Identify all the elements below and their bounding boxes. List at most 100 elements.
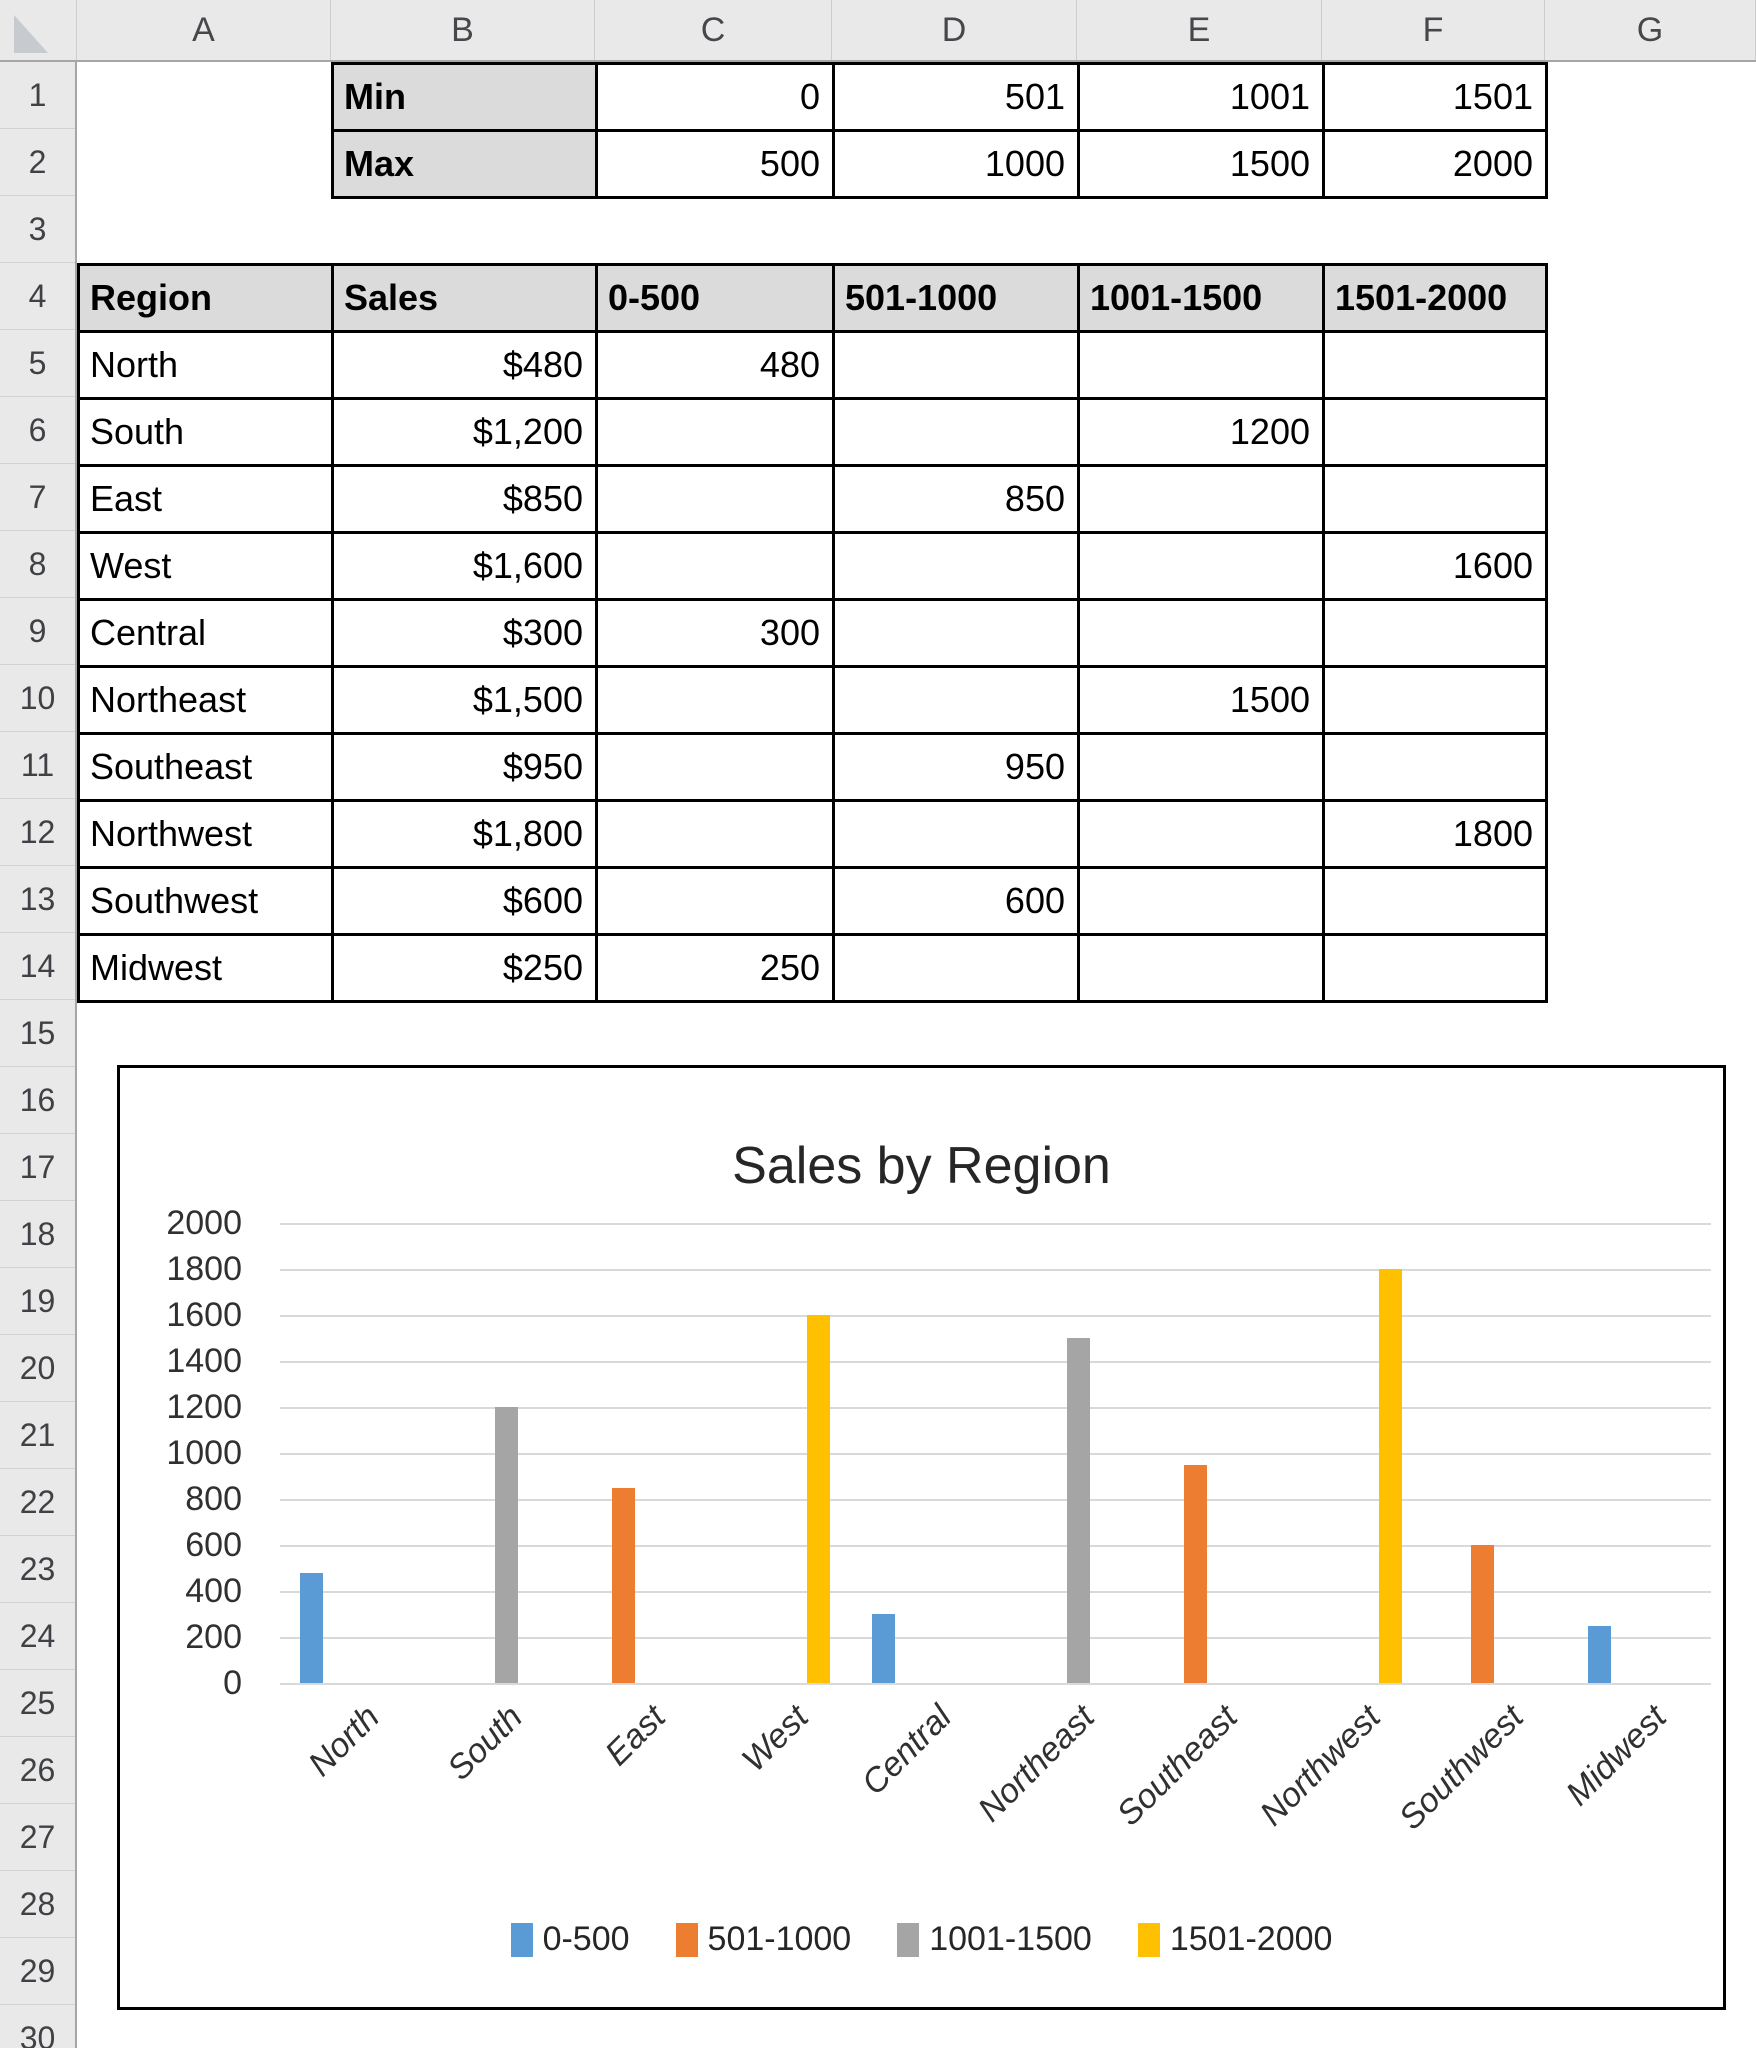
cell-E7[interactable]	[1077, 464, 1325, 534]
cell-D1[interactable]: 501	[832, 62, 1080, 132]
row-header-22[interactable]: 22	[0, 1469, 75, 1536]
cell-A14[interactable]: Midwest	[77, 933, 334, 1003]
row-header-16[interactable]: 16	[0, 1067, 75, 1134]
column-header-a[interactable]: A	[77, 0, 331, 60]
cell-E5[interactable]	[1077, 330, 1325, 400]
cell-D13[interactable]: 600	[832, 866, 1080, 936]
cell-B8[interactable]: $1,600	[331, 531, 598, 601]
row-header-14[interactable]: 14	[0, 933, 75, 1000]
cell-E10[interactable]: 1500	[1077, 665, 1325, 735]
cell-B14[interactable]: $250	[331, 933, 598, 1003]
cell-E1[interactable]: 1001	[1077, 62, 1325, 132]
cell-B13[interactable]: $600	[331, 866, 598, 936]
cell-B6[interactable]: $1,200	[331, 397, 598, 467]
bar-north[interactable]	[300, 1572, 324, 1683]
cell-A5[interactable]: North	[77, 330, 334, 400]
cell-D10[interactable]	[832, 665, 1080, 735]
row-header-25[interactable]: 25	[0, 1670, 75, 1737]
row-header-7[interactable]: 7	[0, 464, 75, 531]
cell-C6[interactable]	[595, 397, 835, 467]
cell-A12[interactable]: Northwest	[77, 799, 334, 869]
cell-F1[interactable]: 1501	[1322, 62, 1548, 132]
cell-C2[interactable]: 500	[595, 129, 835, 199]
cell-A4[interactable]: Region	[77, 263, 334, 333]
bar-central[interactable]	[872, 1614, 896, 1683]
cell-C5[interactable]: 480	[595, 330, 835, 400]
y-axis-label[interactable]: 1200	[166, 1388, 242, 1426]
cell-D14[interactable]	[832, 933, 1080, 1003]
y-axis-label[interactable]: 1600	[166, 1296, 242, 1334]
row-header-28[interactable]: 28	[0, 1871, 75, 1938]
cell-C9[interactable]: 300	[595, 598, 835, 668]
cell-C13[interactable]	[595, 866, 835, 936]
bar-west[interactable]	[806, 1315, 830, 1683]
row-header-18[interactable]: 18	[0, 1201, 75, 1268]
row-header-11[interactable]: 11	[0, 732, 75, 799]
row-header-1[interactable]: 1	[0, 62, 75, 129]
cell-A7[interactable]: East	[77, 464, 334, 534]
row-header-20[interactable]: 20	[0, 1335, 75, 1402]
cell-D6[interactable]	[832, 397, 1080, 467]
cell-D8[interactable]	[832, 531, 1080, 601]
cell-A6[interactable]: South	[77, 397, 334, 467]
cell-F9[interactable]	[1322, 598, 1548, 668]
cell-B4[interactable]: Sales	[331, 263, 598, 333]
y-axis-label[interactable]: 1000	[166, 1434, 242, 1472]
row-header-15[interactable]: 15	[0, 1000, 75, 1067]
cell-F5[interactable]	[1322, 330, 1548, 400]
bar-midwest[interactable]	[1587, 1625, 1611, 1683]
chart-legend[interactable]: 0-500 501-1000 1001-1500 1501-2000	[120, 1920, 1723, 1959]
column-header-e[interactable]: E	[1077, 0, 1322, 60]
cell-B1[interactable]: Min	[331, 62, 598, 132]
bar-southeast[interactable]	[1184, 1464, 1208, 1683]
column-header-g[interactable]: G	[1545, 0, 1756, 60]
row-header-30[interactable]: 30	[0, 2005, 75, 2048]
cell-F4[interactable]: 1501-2000	[1322, 263, 1548, 333]
cell-C7[interactable]	[595, 464, 835, 534]
cell-E13[interactable]	[1077, 866, 1325, 936]
cell-D2[interactable]: 1000	[832, 129, 1080, 199]
cell-E6[interactable]: 1200	[1077, 397, 1325, 467]
y-axis-label[interactable]: 200	[185, 1618, 242, 1656]
cell-D9[interactable]	[832, 598, 1080, 668]
cell-A9[interactable]: Central	[77, 598, 334, 668]
row-header-10[interactable]: 10	[0, 665, 75, 732]
cell-D7[interactable]: 850	[832, 464, 1080, 534]
cell-B12[interactable]: $1,800	[331, 799, 598, 869]
bar-northwest[interactable]	[1379, 1269, 1402, 1683]
row-header-26[interactable]: 26	[0, 1737, 75, 1804]
cell-F6[interactable]	[1322, 397, 1548, 467]
row-header-17[interactable]: 17	[0, 1134, 75, 1201]
cell-F10[interactable]	[1322, 665, 1548, 735]
cell-C10[interactable]	[595, 665, 835, 735]
bar-southwest[interactable]	[1470, 1545, 1494, 1683]
cell-A11[interactable]: Southeast	[77, 732, 334, 802]
y-axis-label[interactable]: 2000	[166, 1204, 242, 1242]
cell-B2[interactable]: Max	[331, 129, 598, 199]
cell-C4[interactable]: 0-500	[595, 263, 835, 333]
y-axis-label[interactable]: 600	[185, 1526, 242, 1564]
cell-C1[interactable]: 0	[595, 62, 835, 132]
cell-F7[interactable]	[1322, 464, 1548, 534]
cell-F12[interactable]: 1800	[1322, 799, 1548, 869]
row-header-13[interactable]: 13	[0, 866, 75, 933]
cell-B9[interactable]: $300	[331, 598, 598, 668]
bar-northeast[interactable]	[1067, 1338, 1091, 1683]
y-axis-label[interactable]: 400	[185, 1572, 242, 1610]
cell-B10[interactable]: $1,500	[331, 665, 598, 735]
cell-E12[interactable]	[1077, 799, 1325, 869]
cell-F11[interactable]	[1322, 732, 1548, 802]
cell-E4[interactable]: 1001-1500	[1077, 263, 1325, 333]
row-header-5[interactable]: 5	[0, 330, 75, 397]
sales-chart[interactable]: Sales by Region 2000 1800 1600 1400 1200 1000…	[117, 1065, 1726, 2010]
row-header-4[interactable]: 4	[0, 263, 75, 330]
cell-D11[interactable]: 950	[832, 732, 1080, 802]
select-all-corner[interactable]	[0, 0, 77, 60]
column-header-c[interactable]: C	[595, 0, 832, 60]
legend-item-1501-2000[interactable]: 1501-2000	[1137, 1920, 1332, 1959]
bar-south[interactable]	[494, 1407, 518, 1683]
cell-D5[interactable]	[832, 330, 1080, 400]
cell-B5[interactable]: $480	[331, 330, 598, 400]
cell-B11[interactable]: $950	[331, 732, 598, 802]
legend-item-1001-1500[interactable]: 1001-1500	[897, 1920, 1092, 1959]
